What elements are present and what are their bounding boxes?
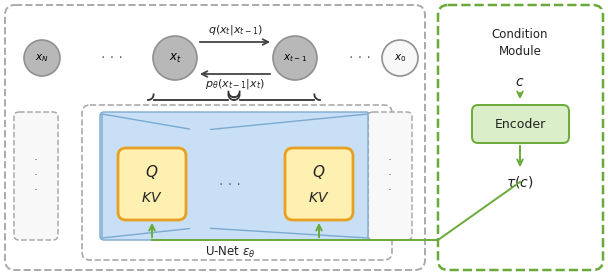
Text: $KV$: $KV$ <box>141 191 163 205</box>
Circle shape <box>24 40 60 76</box>
FancyBboxPatch shape <box>118 148 186 220</box>
Text: $x_t$: $x_t$ <box>168 51 181 65</box>
Text: Condition
Module: Condition Module <box>492 28 548 58</box>
Text: · · ·: · · · <box>219 178 241 192</box>
FancyBboxPatch shape <box>190 125 210 235</box>
Text: · · ·: · · · <box>349 51 371 65</box>
FancyBboxPatch shape <box>14 112 58 240</box>
FancyBboxPatch shape <box>285 148 353 220</box>
Text: $p_{\theta}(x_{t-1}|x_t)$: $p_{\theta}(x_{t-1}|x_t)$ <box>205 77 265 91</box>
Polygon shape <box>205 114 368 238</box>
Circle shape <box>273 36 317 80</box>
Circle shape <box>153 36 197 80</box>
Text: ·
·
·: · · · <box>388 155 392 198</box>
FancyBboxPatch shape <box>100 112 370 240</box>
Circle shape <box>382 40 418 76</box>
Text: Encoder: Encoder <box>494 118 545 131</box>
Text: $x_0$: $x_0$ <box>394 52 406 64</box>
Text: $x_N$: $x_N$ <box>35 52 49 64</box>
Text: $Q$: $Q$ <box>145 163 159 181</box>
Text: $Q$: $Q$ <box>313 163 326 181</box>
FancyBboxPatch shape <box>472 105 569 143</box>
Text: · · ·: · · · <box>101 51 123 65</box>
Text: $KV$: $KV$ <box>308 191 330 205</box>
Text: U-Net $\varepsilon_\theta$: U-Net $\varepsilon_\theta$ <box>205 245 255 259</box>
Text: $q(x_t|x_{t-1})$: $q(x_t|x_{t-1})$ <box>207 23 263 37</box>
Text: $\tau(c)$: $\tau(c)$ <box>506 174 534 190</box>
Text: $c$: $c$ <box>516 75 525 89</box>
Text: ·
·
·: · · · <box>34 155 38 198</box>
Text: $x_{t-1}$: $x_{t-1}$ <box>283 52 307 64</box>
Polygon shape <box>102 114 195 238</box>
FancyBboxPatch shape <box>368 112 412 240</box>
